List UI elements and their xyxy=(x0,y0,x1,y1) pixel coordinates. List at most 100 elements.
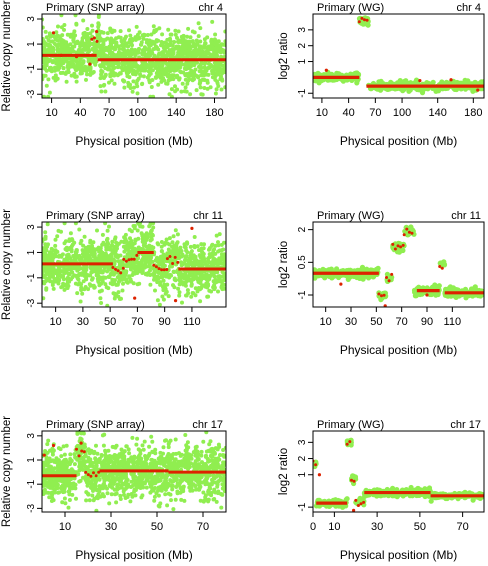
raw-data-point xyxy=(151,24,156,29)
raw-data-point xyxy=(53,73,58,78)
plot-frame xyxy=(312,221,485,308)
raw-data-point xyxy=(186,457,191,462)
raw-data-point xyxy=(215,49,220,54)
raw-data-point xyxy=(42,77,45,82)
raw-data-point xyxy=(97,37,102,42)
raw-data-point xyxy=(67,56,72,61)
raw-data-point xyxy=(95,228,99,233)
raw-data-point xyxy=(93,50,98,55)
y-axis-label: Relative copy number xyxy=(1,209,13,320)
raw-data-point xyxy=(68,34,73,39)
raw-data-point xyxy=(68,267,73,272)
raw-data-point xyxy=(220,78,225,83)
raw-data-point xyxy=(178,279,183,283)
raw-data-point xyxy=(42,17,45,22)
raw-data-point xyxy=(57,278,62,283)
segment-point xyxy=(407,230,411,234)
raw-data-point xyxy=(209,273,214,277)
raw-data-point xyxy=(220,71,224,76)
raw-data-point xyxy=(85,37,90,42)
raw-data-point xyxy=(222,276,226,281)
raw-data-point xyxy=(147,444,152,449)
raw-data-point xyxy=(127,451,132,456)
y-tick-label: 0.5 xyxy=(297,255,308,269)
raw-data-point xyxy=(216,84,221,88)
raw-data-point xyxy=(42,250,47,255)
segment-point xyxy=(152,263,156,267)
raw-data-point xyxy=(213,32,218,37)
raw-data-point xyxy=(55,234,60,239)
raw-data-point xyxy=(160,294,165,299)
y-axis-label: Relative copy number xyxy=(1,0,13,111)
x-tick-label: 10 xyxy=(50,316,62,328)
raw-data-point xyxy=(88,65,93,70)
raw-data-point xyxy=(171,507,176,512)
raw-data-point xyxy=(216,60,221,65)
raw-data-point xyxy=(113,60,117,65)
raw-data-point xyxy=(141,74,146,79)
raw-data-point xyxy=(104,285,109,290)
x-axis-label: Physical position (Mb) xyxy=(75,134,192,148)
raw-data-point xyxy=(213,243,218,248)
raw-data-point xyxy=(98,296,103,301)
raw-data-point xyxy=(127,75,132,80)
raw-data-point xyxy=(91,70,96,74)
raw-data-point xyxy=(172,285,177,290)
raw-data-point xyxy=(189,68,194,73)
raw-data-point xyxy=(117,261,122,266)
raw-data-point xyxy=(448,286,454,292)
raw-data-point xyxy=(209,493,214,498)
raw-data-point xyxy=(156,485,161,490)
raw-data-point xyxy=(184,293,188,298)
segment-point xyxy=(476,88,480,92)
raw-data-point xyxy=(212,274,217,279)
raw-data-point xyxy=(80,36,85,41)
raw-data-point xyxy=(160,32,165,37)
raw-data-point xyxy=(215,79,220,84)
raw-data-point xyxy=(90,23,94,28)
raw-data-point xyxy=(165,44,170,48)
raw-data-point xyxy=(156,242,161,247)
raw-data-point xyxy=(463,80,469,86)
raw-data-point xyxy=(153,486,157,490)
raw-data-point xyxy=(202,61,207,66)
panel-title: Primary (WG) xyxy=(317,210,384,222)
segment-point xyxy=(114,267,117,271)
segment-point xyxy=(387,279,391,283)
raw-data-point xyxy=(99,301,104,305)
y-tick-label: -3 xyxy=(26,89,37,98)
raw-data-point xyxy=(154,75,158,80)
raw-data-point xyxy=(130,37,135,41)
segment-point xyxy=(74,55,79,59)
raw-data-point xyxy=(148,232,153,236)
raw-data-point xyxy=(104,247,109,252)
raw-data-point xyxy=(196,466,201,470)
raw-data-point xyxy=(156,82,161,87)
raw-data-point xyxy=(128,253,133,258)
raw-data-point xyxy=(82,68,87,73)
y-tick-label: -1 xyxy=(26,64,37,73)
raw-data-point xyxy=(144,271,149,276)
raw-data-point xyxy=(60,269,65,274)
raw-data-point xyxy=(84,46,89,51)
raw-data-point xyxy=(113,235,118,240)
raw-data-point xyxy=(217,279,222,284)
raw-data-point xyxy=(193,273,197,278)
raw-data-point xyxy=(73,33,78,38)
raw-data-point xyxy=(140,267,145,272)
raw-data-point xyxy=(147,38,152,43)
raw-data-point xyxy=(112,54,117,58)
raw-data-point xyxy=(220,252,225,257)
raw-data-point xyxy=(46,490,51,495)
raw-data-point xyxy=(103,282,108,287)
raw-data-point xyxy=(87,41,92,46)
segment-point xyxy=(95,39,99,43)
raw-data-point xyxy=(179,249,184,253)
segment-point xyxy=(401,243,405,247)
raw-data-point xyxy=(92,56,96,61)
raw-data-point xyxy=(223,271,226,276)
raw-data-point xyxy=(102,48,107,53)
raw-data-point xyxy=(212,41,217,46)
raw-data-point xyxy=(149,488,154,493)
raw-data-point xyxy=(81,60,86,65)
